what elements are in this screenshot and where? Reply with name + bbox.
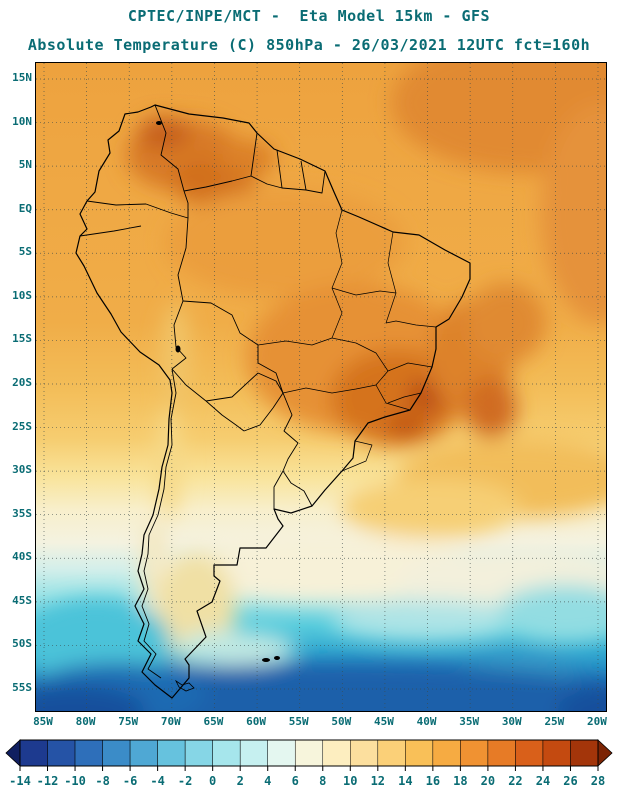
colorbar-tick-label: 16 — [426, 774, 440, 788]
colorbar-tick-label: 2 — [237, 774, 244, 788]
page-subtitle: Absolute Temperature (C) 850hPa - 26/03/… — [27, 36, 591, 54]
colorbar-tick-label: 20 — [481, 774, 495, 788]
lat-label: EQ — [18, 201, 32, 215]
state-borders — [257, 209, 437, 472]
lon-label: 30W — [501, 715, 522, 728]
lat-label: 50S — [12, 637, 32, 651]
colorbar-tick-label: 18 — [453, 774, 467, 788]
colorbar-canvas: -14 -12 -10 -8 -6 -4 -2 0 2 4 6 8 10 12 14 16 18 20 22 24 26… — [5, 739, 613, 788]
lat-label: 10N — [12, 114, 32, 128]
colorbar-tick-label: -12 — [37, 774, 59, 788]
colorbar-tick-label: 12 — [371, 774, 385, 788]
colorbar-tick-label: -8 — [95, 774, 109, 788]
lat-label: 45S — [12, 593, 32, 607]
lat-label: 5N — [18, 158, 32, 172]
colorbar-tick-label: 8 — [319, 774, 326, 788]
lon-label: 55W — [288, 715, 309, 728]
lat-label: 20S — [12, 375, 32, 389]
lon-label: 75W — [118, 715, 139, 728]
page-title: CPTEC/INPE/MCT - Eta Model 15km - GFS — [127, 7, 491, 25]
lon-label: 80W — [75, 715, 96, 728]
colorbar-tick-label: 6 — [292, 774, 299, 788]
lat-label: 35S — [12, 506, 32, 520]
small-features — [156, 121, 280, 692]
map-canvas — [36, 63, 606, 711]
colorbar-tick-label: 28 — [591, 774, 605, 788]
temperature-field — [36, 63, 606, 711]
lat-label: 25S — [12, 419, 32, 433]
lon-label: 35W — [459, 715, 480, 728]
colorbar-tick-label: 0 — [209, 774, 216, 788]
coastline — [75, 104, 471, 699]
lon-label: 60W — [246, 715, 266, 728]
lon-label: 50W — [331, 715, 352, 728]
lat-label: 10S — [12, 288, 32, 302]
map-frame — [35, 62, 607, 712]
grid-lines — [36, 63, 606, 711]
colorbar-tick-label: -10 — [64, 774, 86, 788]
lat-label: 15N — [12, 71, 32, 84]
colorbar-tick-label: 24 — [536, 774, 550, 788]
lon-label: 85W — [33, 715, 53, 728]
colorbar-tick-label: 4 — [264, 774, 271, 788]
colorbar-tick-label: 22 — [508, 774, 522, 788]
lat-label: 5S — [18, 245, 32, 259]
lat-label: 30S — [12, 463, 32, 477]
lat-label: 15S — [12, 332, 32, 346]
lon-label: 65W — [203, 715, 224, 728]
lon-label: 70W — [160, 715, 181, 728]
colorbar-tick-label: 14 — [398, 774, 412, 788]
colorbar-tick-label: -2 — [178, 774, 192, 788]
lon-label: 25W — [544, 715, 565, 728]
colorbar-tick-label: -6 — [123, 774, 137, 788]
lon-label: 45W — [373, 715, 394, 728]
lon-label: 20W — [587, 715, 607, 728]
colorbar-tick-label: -4 — [150, 774, 164, 788]
colorbar-tick-label: -14 — [9, 774, 31, 788]
colorbar: -14 -12 -10 -8 -6 -4 -2 0 2 4 6 8 10 12 14 16 18 20 22 24 26… — [0, 734, 618, 796]
lat-label: 40S — [12, 550, 32, 564]
lat-label: 55S — [12, 680, 32, 694]
colorbar-tick-label: 26 — [563, 774, 577, 788]
colorbar-tick-label: 10 — [343, 774, 357, 788]
lon-label: 40W — [416, 715, 437, 728]
